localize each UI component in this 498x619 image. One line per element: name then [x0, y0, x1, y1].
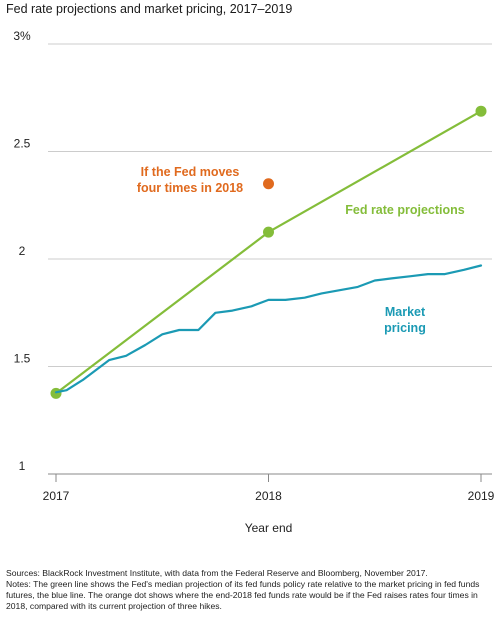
x-tick-label: 2017	[43, 489, 70, 503]
y-tick-label: 2	[19, 244, 26, 258]
y-tick-label: 3%	[13, 29, 31, 43]
y-tick-label: 1.5	[14, 352, 31, 366]
x-axis-title: Year end	[245, 521, 293, 535]
sources-text: Sources: BlackRock Investment Institute,…	[6, 568, 428, 578]
y-tick-label: 2.5	[14, 137, 31, 151]
y-tick-label: 1	[19, 459, 26, 473]
projection-point	[263, 226, 274, 238]
four-hikes-annotation: If the Fed moves four times in 2018	[137, 165, 243, 195]
four-hikes-point	[263, 178, 274, 190]
line-chart: 1 1.5 2 2.5 3% 2017 2018 2019 Year end If the Fed…	[13, 29, 495, 535]
chart-title: Fed rate projections and market pricing,…	[6, 2, 293, 16]
fed-projections-label: Fed rate projections	[345, 203, 465, 217]
x-tick-label: 2019	[468, 489, 495, 503]
projection-series-line	[54, 110, 483, 395]
notes-text: Notes: The green line shows the Fed's me…	[6, 579, 480, 611]
chart-notes: Sources: BlackRock Investment Institute,…	[6, 568, 494, 612]
projection-point	[475, 105, 487, 117]
market-pricing-label: Market pricing	[384, 305, 426, 335]
market-series-line	[54, 264, 483, 394]
x-tick-label: 2018	[255, 489, 282, 503]
